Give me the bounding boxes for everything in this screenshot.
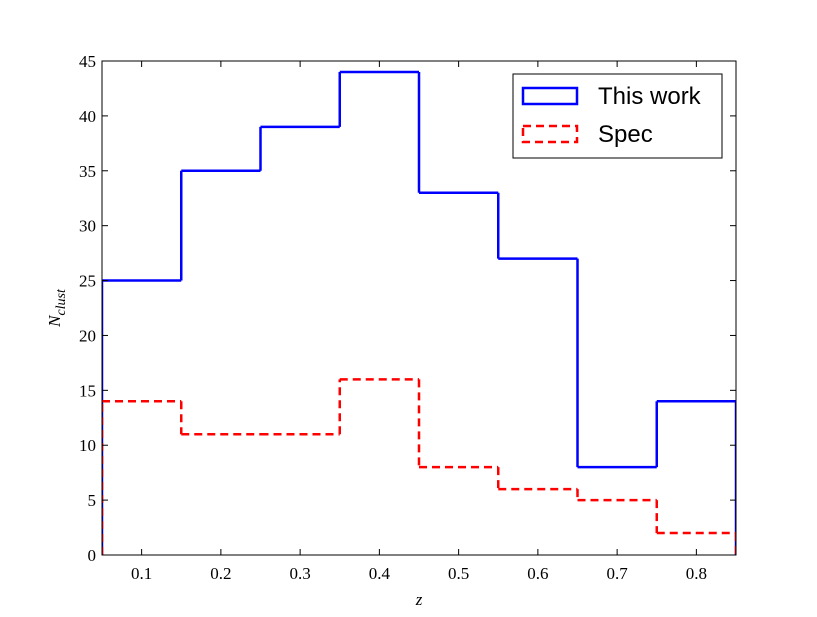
legend-label: This work: [598, 83, 702, 110]
plot-frame: [101, 60, 737, 556]
y-axis-label-sub: clust: [54, 288, 69, 316]
x-tick-label: 0.8: [686, 564, 707, 583]
plot-area: [102, 70, 736, 555]
y-axis-label-main: N: [45, 314, 64, 328]
y-tick-label: 5: [88, 491, 97, 510]
legend-label: Spec: [598, 121, 653, 148]
y-tick-label: 0: [88, 546, 97, 565]
y-tick-label: 40: [79, 107, 96, 126]
series: [102, 378, 736, 555]
y-axis-label: Nclust: [45, 288, 69, 328]
y-tick-label: 45: [79, 52, 96, 71]
x-tick-label: 0.2: [210, 564, 231, 583]
legend: This work Spec: [512, 73, 723, 159]
x-tick-label: 0.6: [527, 564, 548, 583]
series: [102, 70, 736, 555]
legend-swatch: [521, 86, 579, 106]
x-axis-label: z: [415, 590, 423, 609]
x-tick-label: 0.5: [448, 564, 469, 583]
y-tick-label: 15: [79, 381, 96, 400]
y-tick-label: 20: [79, 326, 96, 345]
y-tick-label: 25: [79, 272, 96, 291]
y-tick-label: 10: [79, 436, 96, 455]
x-tick-label: 0.4: [369, 564, 391, 583]
legend-swatch: [521, 124, 579, 144]
y-tick-label: 30: [79, 217, 96, 236]
x-tick-label: 0.7: [607, 564, 629, 583]
y-tick-label: 35: [79, 162, 96, 181]
x-tick-label: 0.1: [131, 564, 152, 583]
x-tick-label: 0.3: [290, 564, 311, 583]
